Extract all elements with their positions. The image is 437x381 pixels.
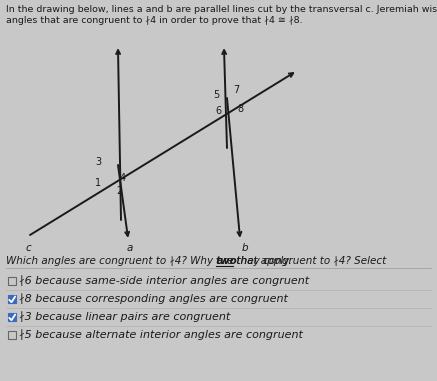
Text: ∤5 because alternate interior angles are congruent: ∤5 because alternate interior angles are… — [19, 330, 303, 340]
Text: b: b — [242, 243, 248, 253]
Text: ∤3 because linear pairs are congruent: ∤3 because linear pairs are congruent — [19, 312, 230, 322]
Bar — [8, 313, 16, 321]
Bar — [8, 331, 16, 339]
Text: 5: 5 — [213, 90, 219, 100]
Text: c: c — [25, 243, 31, 253]
Text: two: two — [216, 256, 238, 266]
Text: 2: 2 — [116, 186, 122, 196]
Text: ∤8 because corresponding angles are congruent: ∤8 because corresponding angles are cong… — [19, 294, 288, 304]
Text: 8: 8 — [237, 104, 243, 114]
Text: 6: 6 — [215, 106, 221, 116]
Text: In the drawing below, lines a and b are parallel lines cut by the transversal c.: In the drawing below, lines a and b are … — [6, 5, 437, 14]
Text: 3: 3 — [95, 157, 101, 167]
Text: 7: 7 — [233, 85, 239, 95]
Bar — [8, 277, 16, 285]
Text: ∤6 because same-side interior angles are congruent: ∤6 because same-side interior angles are… — [19, 275, 309, 287]
Text: a: a — [127, 243, 133, 253]
Text: 4: 4 — [120, 173, 126, 183]
Text: 1: 1 — [95, 178, 101, 188]
Bar — [8, 295, 16, 303]
Text: angles that are congruent to ∤4 in order to prove that ∤4 ≅ ∤8.: angles that are congruent to ∤4 in order… — [6, 16, 303, 25]
Text: Which angles are congruent to ∤4? Why are they congruent to ∤4? Select: Which angles are congruent to ∤4? Why ar… — [6, 256, 389, 266]
Text: that apply.: that apply. — [233, 256, 292, 266]
